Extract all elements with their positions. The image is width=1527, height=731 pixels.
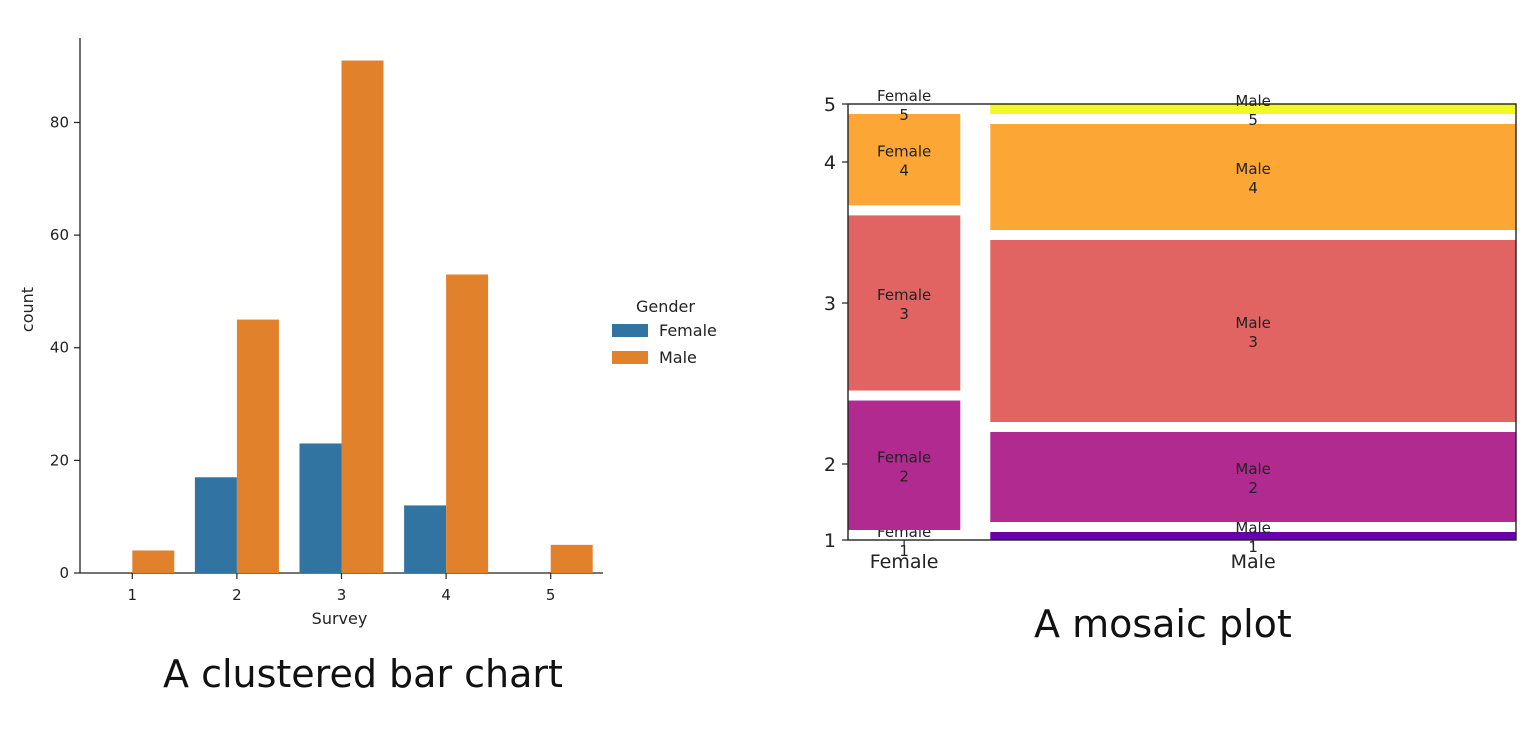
x-tick-label: Male [1231,551,1276,573]
mosaic-cell-male-3 [990,240,1516,422]
mosaic-cell-label: 3 [899,305,909,323]
mosaic-cell-label: Male [1235,519,1271,537]
mosaic-cell-male-1 [990,532,1516,540]
mosaic-cell-label: Female [877,448,931,466]
bar-male [446,274,489,573]
bar-female [194,477,237,573]
legend-label-female: Female [659,321,717,340]
mosaic-cell-label: 5 [899,106,909,124]
mosaic-cell-label: 2 [1248,479,1258,497]
mosaic-cell-label: 4 [899,162,909,180]
bar-male [341,60,384,574]
mosaic-cell-label: Male [1235,314,1271,332]
x-tick-label: 4 [441,586,451,604]
mosaic-cell-label: Female [877,87,931,105]
y-tick-label: 20 [50,451,69,469]
legend-title: Gender [636,297,695,316]
y-tick-label: 80 [50,113,69,131]
bar-male [236,319,279,573]
mosaic-cell-male-2 [990,432,1516,522]
mosaic-cell-female-3 [848,215,961,391]
legend-swatch-male [612,351,648,364]
clustered-bar-chart: 0 20 40 60 80 1 2 3 4 5 Survey count Gender Female Mal… [18,38,717,628]
y-tick-label: 5 [824,94,836,116]
mosaic-cell-male-5 [990,104,1516,114]
legend-label-male: Male [659,348,697,367]
y-tick-label: 4 [824,152,836,174]
mosaic-cell-female-4 [848,114,961,206]
bar-male [550,544,593,573]
mosaic-cell-label: 4 [1248,179,1258,197]
mosaic-cell-label: 3 [1248,333,1258,351]
bar-female [299,443,342,573]
y-tick-label: 0 [59,564,69,582]
mosaic-cell-label: Male [1235,160,1271,178]
x-tick-label: 3 [337,586,347,604]
y-tick-label: 60 [50,226,69,244]
bar-female [404,505,447,573]
bar-chart-caption: A clustered bar chart [163,652,563,696]
mosaic-cell-label: 1 [899,542,909,560]
legend-swatch-female [612,324,648,337]
y-tick-label: 1 [824,530,836,552]
x-tick-label: 2 [232,586,242,604]
y-axis-label: count [18,287,37,332]
y-tick-label: 2 [824,454,836,476]
mosaic-cell-label: Male [1235,92,1271,110]
mosaic-cell-label: 2 [899,467,909,485]
mosaic-cell-label: 1 [1248,538,1258,556]
mosaic-plot: 12345Female1Female2Female3Female4Female5… [824,87,1517,573]
mosaic-cell-label: Female [877,143,931,161]
x-tick-label: 1 [128,586,138,604]
mosaic-cell-male-4 [990,124,1516,230]
mosaic-cell-female-2 [848,400,961,530]
x-tick-label: Female [870,551,939,573]
bar-male [132,550,175,573]
mosaic-frame [847,103,1517,541]
x-axis-label: Survey [312,609,368,628]
mosaic-cell-label: Male [1235,460,1271,478]
y-tick-label: 3 [824,293,836,315]
x-tick-label: 5 [546,586,556,604]
mosaic-cell-label: Female [877,286,931,304]
mosaic-cell-label: 5 [1248,111,1258,129]
mosaic-plot-caption: A mosaic plot [1034,602,1292,646]
y-tick-label: 40 [50,339,69,357]
